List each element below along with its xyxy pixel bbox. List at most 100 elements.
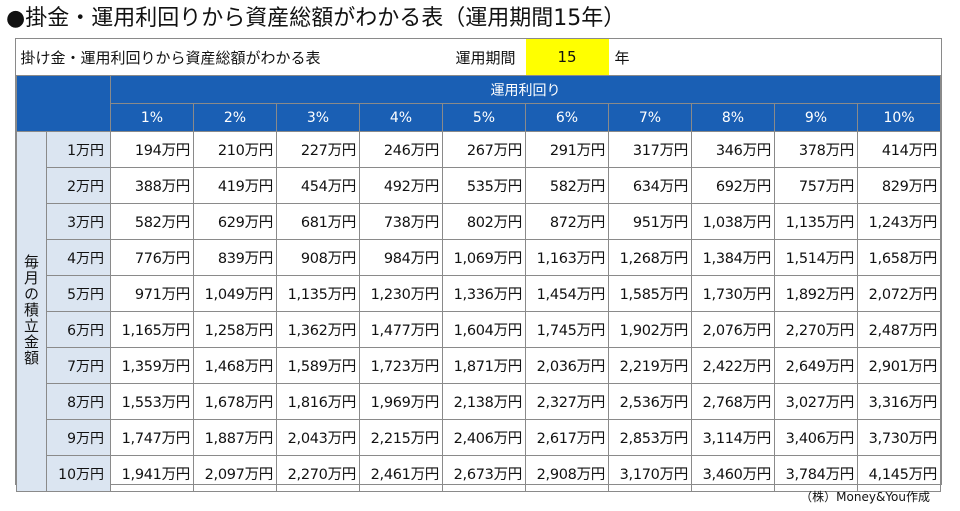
table-cell: 951万円 (608, 203, 692, 240)
table-cell: 582万円 (110, 203, 194, 240)
side-label-text: 毎月の積立金額 (22, 253, 40, 366)
table-cell: 1,941万円 (110, 455, 194, 492)
table-cell: 2,138万円 (442, 383, 526, 420)
table-cell: 2,076万円 (691, 311, 775, 348)
table-cell: 2,768万円 (691, 383, 775, 420)
table-info-row: 掛け金・運用利回りから資産総額がわかる表 運用期間 15 年 (17, 39, 941, 76)
table-cell: 2,043万円 (276, 419, 360, 456)
table-cell: 378万円 (774, 131, 858, 168)
credit-note: （株）Money&You作成 (800, 490, 930, 504)
rate-column-header: 7% (608, 103, 692, 132)
table-cell: 388万円 (110, 167, 194, 204)
row-label: 9万円 (46, 419, 111, 456)
table-cell: 984万円 (359, 239, 443, 276)
table-cell: 1,268万円 (608, 239, 692, 276)
table-cell: 2,270万円 (774, 311, 858, 348)
table-cell: 267万円 (442, 131, 526, 168)
table-cell: 194万円 (110, 131, 194, 168)
table-row: 10万円 1,941万円 2,097万円 2,270万円 2,461万円 2,673万円 2… (17, 455, 941, 492)
table-cell: 2,461万円 (359, 455, 443, 492)
table-cell: 2,649万円 (774, 347, 858, 384)
table-cell: 3,460万円 (691, 455, 775, 492)
table-cell: 1,902万円 (608, 311, 692, 348)
table-cell: 1,969万円 (359, 383, 443, 420)
table-cell: 1,745万円 (525, 311, 609, 348)
table-cell: 1,514万円 (774, 239, 858, 276)
table-cell: 246万円 (359, 131, 443, 168)
rate-column-header: 4% (359, 103, 443, 132)
table-cell: 2,215万円 (359, 419, 443, 456)
rate-column-header: 2% (193, 103, 277, 132)
table-cell: 1,384万円 (691, 239, 775, 276)
table-cell: 1,230万円 (359, 275, 443, 312)
table-cell: 1,553万円 (110, 383, 194, 420)
table-row: 5万円 971万円 1,049万円 1,135万円 1,230万円 1,336万円 1,45… (17, 275, 941, 312)
table-cell: 1,658万円 (857, 239, 941, 276)
table-cell: 210万円 (193, 131, 277, 168)
table-cell: 3,114万円 (691, 419, 775, 456)
table-row: 7万円 1,359万円 1,468万円 1,589万円 1,723万円 1,871万円 2,… (17, 347, 941, 384)
table-cell: 634万円 (608, 167, 692, 204)
table-cell: 1,135万円 (276, 275, 360, 312)
table-cell: 738万円 (359, 203, 443, 240)
table-row: 9万円 1,747万円 1,887万円 2,043万円 2,215万円 2,406万円 2,… (17, 419, 941, 456)
table-cell: 1,454万円 (525, 275, 609, 312)
table-cell: 1,359万円 (110, 347, 194, 384)
table-row: 2万円 388万円 419万円 454万円 492万円 535万円 582万円 634万円 69… (17, 167, 941, 204)
period-label: 運用期間 (455, 48, 516, 67)
table-cell: 1,468万円 (193, 347, 277, 384)
table-cell: 535万円 (442, 167, 526, 204)
rate-column-header: 5% (442, 103, 526, 132)
table-cell: 492万円 (359, 167, 443, 204)
table-cell: 291万円 (525, 131, 609, 168)
table-cell: 2,327万円 (525, 383, 609, 420)
table-cell: 2,908万円 (525, 455, 609, 492)
table-cell: 2,406万円 (442, 419, 526, 456)
table-cell: 2,536万円 (608, 383, 692, 420)
table-cell: 3,027万円 (774, 383, 858, 420)
header-corner (16, 75, 111, 132)
table-cell: 971万円 (110, 275, 194, 312)
table-cell: 757万円 (774, 167, 858, 204)
table-cell: 1,049万円 (193, 275, 277, 312)
table-row: 4万円 776万円 839万円 908万円 984万円 1,069万円 1,163万円 1,2… (17, 239, 941, 276)
rate-column-header: 6% (525, 103, 609, 132)
rate-header-row: 運用利回り (16, 75, 941, 132)
table-cell: 1,258万円 (193, 311, 277, 348)
table-cell: 2,097万円 (193, 455, 277, 492)
row-label: 4万円 (46, 239, 111, 276)
table-cell: 839万円 (193, 239, 277, 276)
table-row: 8万円 1,553万円 1,678万円 1,816万円 1,969万円 2,138万円 2,… (17, 383, 941, 420)
table-cell: 872万円 (525, 203, 609, 240)
table-cell: 1,730万円 (691, 275, 775, 312)
table-cell: 1,747万円 (110, 419, 194, 456)
rate-columns-row: 1% 2% 3% 4% 5% 6% 7% 8% 9% 10% (17, 103, 941, 132)
table-cell: 3,730万円 (857, 419, 941, 456)
rate-column-header: 10% (857, 103, 941, 132)
row-label: 10万円 (46, 455, 111, 492)
table-cell: 2,072万円 (857, 275, 941, 312)
table-cell: 2,673万円 (442, 455, 526, 492)
row-label: 5万円 (46, 275, 111, 312)
table-cell: 829万円 (857, 167, 941, 204)
table-caption: 掛け金・運用利回りから資産総額がわかる表 (20, 48, 321, 67)
table-cell: 1,362万円 (276, 311, 360, 348)
period-unit: 年 (614, 48, 630, 67)
rate-header: 運用利回り (110, 75, 941, 104)
table-cell: 2,422万円 (691, 347, 775, 384)
table-cell: 776万円 (110, 239, 194, 276)
table-cell: 802万円 (442, 203, 526, 240)
page-title: ●掛金・運用利回りから資産総額がわかる表（運用期間15年） (6, 6, 626, 31)
table-row: 3万円 582万円 629万円 681万円 738万円 802万円 872万円 951万円 1,… (17, 203, 941, 240)
monthly-amount-side-label: 毎月の積立金額 (16, 131, 47, 492)
table-cell: 1,723万円 (359, 347, 443, 384)
rate-column-header: 8% (691, 103, 775, 132)
table-row: 6万円 1,165万円 1,258万円 1,362万円 1,477万円 1,604万円 1,… (17, 311, 941, 348)
row-label: 6万円 (46, 311, 111, 348)
table-cell: 1,336万円 (442, 275, 526, 312)
table-cell: 1,165万円 (110, 311, 194, 348)
table-cell: 2,901万円 (857, 347, 941, 384)
table-cell: 2,036万円 (525, 347, 609, 384)
rate-column-header: 3% (276, 103, 360, 132)
table-cell: 1,163万円 (525, 239, 609, 276)
